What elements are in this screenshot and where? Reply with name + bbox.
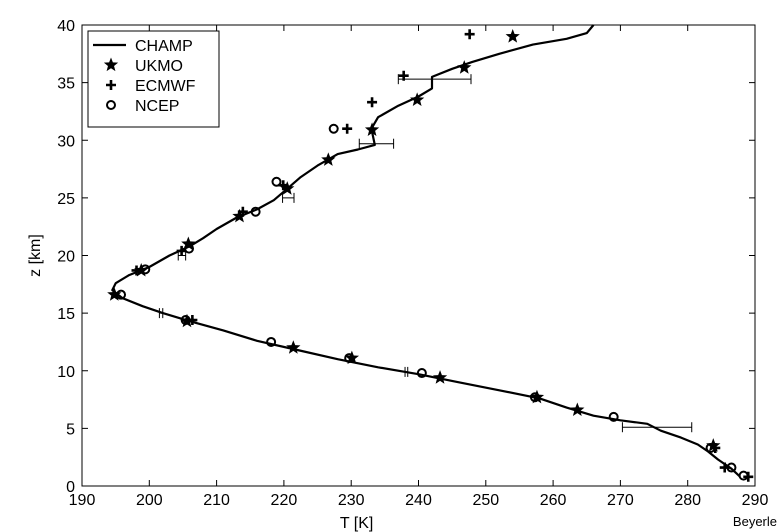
ukmo-marker (432, 370, 448, 384)
ecmwf-marker (131, 265, 142, 276)
legend-item: UKMO (103, 57, 183, 75)
y-tick-label: 20 (57, 249, 75, 266)
y-tick-label: 15 (57, 306, 75, 323)
tick-labels: 190 200 210 220 230 240 250 260 270 280 290 0 5 10 15 2… (57, 18, 768, 509)
ncep-marker (184, 243, 195, 254)
ecmwf-marker (398, 70, 409, 81)
ukmo-marker (179, 313, 195, 328)
legend-item: NCEP (106, 98, 179, 115)
ncep-marker (250, 206, 261, 217)
ukmo-marker (107, 287, 122, 301)
y-axis-label: z [km] (27, 234, 44, 277)
ncep-marker (344, 353, 355, 364)
axis-ticks (81, 24, 756, 487)
legend-label: NCEP (135, 98, 179, 115)
error-bar (282, 192, 295, 203)
ncep-marker (529, 392, 540, 403)
ecmwf-marker (342, 123, 353, 134)
y-tick-label: 35 (57, 76, 75, 93)
legend-label: UKMO (135, 58, 183, 75)
ncep-marker (266, 336, 277, 347)
ncep-marker (608, 411, 619, 422)
ncep-marker (180, 315, 191, 326)
ncep-marker (705, 442, 716, 453)
legend-ecmwf-swatch (106, 80, 116, 90)
x-tick-label: 280 (674, 492, 701, 509)
error-bar (621, 422, 693, 433)
ukmo-marker (344, 350, 360, 365)
ukmo-marker (321, 152, 336, 166)
legend-label: CHAMP (135, 38, 193, 55)
x-tick-label: 250 (472, 492, 499, 509)
error-bar (358, 138, 395, 149)
ncep-marker (726, 462, 737, 473)
ecmwf-marker (367, 97, 378, 108)
markers (107, 29, 754, 482)
ukmo-marker (410, 92, 425, 106)
ukmo-marker (529, 389, 545, 404)
ecmwf-marker (464, 29, 475, 40)
ncep-marker (116, 289, 127, 300)
y-tick-label: 30 (57, 133, 75, 150)
x-tick-label: 230 (338, 492, 365, 509)
ukmo-marker (505, 29, 520, 43)
ncep-marker (271, 176, 282, 187)
legend-label: ECMWF (135, 78, 196, 95)
legend: CHAMP UKMO ECMWF NCEP (87, 30, 220, 128)
y-tick-label: 25 (57, 191, 75, 208)
x-tick-label: 210 (203, 492, 230, 509)
ukmo-marker (232, 208, 247, 223)
legend-item: ECMWF (106, 78, 196, 95)
ukmo-marker (570, 402, 585, 416)
ukmo-marker (181, 236, 196, 251)
x-tick-label: 270 (607, 492, 634, 509)
ncep-marker (328, 123, 339, 134)
x-tick-label: 190 (69, 492, 96, 509)
ukmo-marker (286, 340, 301, 354)
ukmo-marker (280, 181, 295, 195)
y-tick-label: 5 (66, 421, 75, 438)
x-tick-label: 290 (742, 492, 769, 509)
y-tick-label: 40 (57, 18, 75, 35)
legend-box (87, 30, 220, 128)
ncep-marker (140, 264, 151, 275)
x-tick-label: 240 (405, 492, 432, 509)
credit-text: Beyerle (733, 514, 777, 529)
ukmo-marker (457, 60, 472, 74)
legend-ukmo-swatch (103, 57, 119, 72)
legend-item: CHAMP (93, 38, 193, 55)
x-tick-label: 220 (271, 492, 298, 509)
y-tick-label: 0 (66, 479, 75, 496)
ncep-marker (416, 368, 427, 379)
x-tick-label: 200 (136, 492, 163, 509)
y-tick-label: 10 (57, 364, 75, 381)
ukmo-marker (364, 122, 380, 136)
x-axis-label: T [K] (340, 515, 374, 532)
ecmwf-marker (237, 206, 248, 217)
x-tick-label: 260 (540, 492, 567, 509)
legend-ncep-swatch (106, 100, 116, 110)
error-bar (397, 74, 472, 85)
ncep-marker (738, 470, 749, 481)
